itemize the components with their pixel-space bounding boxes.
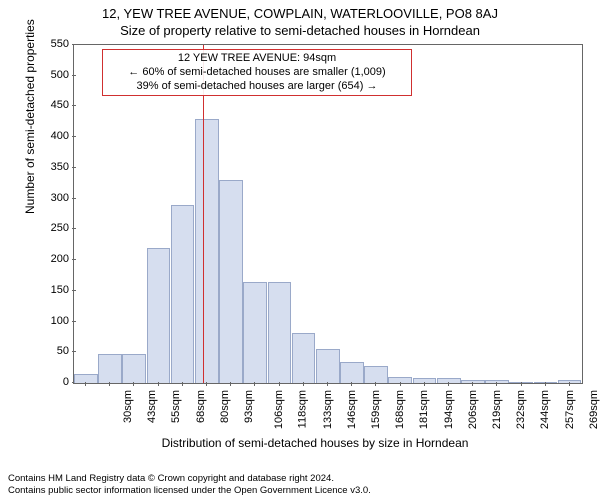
x-tick-mark (400, 382, 401, 386)
x-tick-label: 181sqm (419, 390, 431, 429)
histogram-bar (171, 205, 195, 383)
footer-line-1: Contains HM Land Registry data © Crown c… (8, 473, 371, 484)
y-tick-label: 0 (45, 376, 69, 388)
annotation-line-1: 12 YEW TREE AVENUE: 94sqm (109, 52, 405, 66)
histogram-bar (340, 362, 364, 384)
y-tick-label: 250 (45, 222, 69, 234)
x-tick-label: 43sqm (146, 390, 158, 423)
x-tick-mark (327, 382, 328, 386)
histogram-bar (292, 333, 316, 383)
y-tick-label: 100 (45, 315, 69, 327)
title-sub: Size of property relative to semi-detach… (0, 21, 600, 42)
x-tick-label: 206sqm (467, 390, 479, 429)
x-tick-mark (133, 382, 134, 386)
footer: Contains HM Land Registry data © Crown c… (8, 473, 371, 496)
y-tick-label: 300 (45, 192, 69, 204)
x-tick-label: 257sqm (564, 390, 576, 429)
y-axis-label: Number of semi-detached properties (23, 19, 37, 214)
chart-container: 12, YEW TREE AVENUE, COWPLAIN, WATERLOOV… (0, 0, 600, 500)
x-tick-mark (85, 382, 86, 386)
x-tick-mark (254, 382, 255, 386)
x-tick-label: 232sqm (515, 390, 527, 429)
histogram-bar (122, 354, 146, 383)
annotation-line-3: 39% of semi-detached houses are larger (… (109, 80, 405, 94)
x-tick-mark (569, 382, 570, 386)
histogram-bar (316, 349, 340, 383)
histogram-bar (243, 282, 267, 383)
y-tick-label: 450 (45, 99, 69, 111)
x-tick-label: 93sqm (243, 390, 255, 423)
x-tick-mark (230, 382, 231, 386)
x-tick-label: 244sqm (539, 390, 551, 429)
x-tick-mark (375, 382, 376, 386)
x-tick-label: 68sqm (195, 390, 207, 423)
x-tick-mark (279, 382, 280, 386)
x-tick-mark (206, 382, 207, 386)
y-tick-label: 200 (45, 253, 69, 265)
x-tick-mark (496, 382, 497, 386)
annotation-box: 12 YEW TREE AVENUE: 94sqm ← 60% of semi-… (102, 49, 412, 96)
title-main: 12, YEW TREE AVENUE, COWPLAIN, WATERLOOV… (0, 0, 600, 21)
x-tick-label: 118sqm (297, 390, 309, 428)
x-tick-label: 55sqm (171, 390, 183, 423)
x-tick-mark (351, 382, 352, 386)
x-tick-label: 269sqm (588, 390, 600, 429)
x-tick-label: 133sqm (322, 390, 334, 429)
x-tick-label: 168sqm (394, 390, 406, 429)
x-tick-label: 80sqm (219, 390, 231, 423)
x-tick-label: 106sqm (273, 390, 285, 429)
x-tick-mark (472, 382, 473, 386)
x-tick-mark (303, 382, 304, 386)
histogram-bar (147, 248, 171, 383)
x-tick-mark (424, 382, 425, 386)
y-tick-label: 350 (45, 161, 69, 173)
histogram-bar (98, 354, 122, 383)
x-tick-label: 30sqm (122, 390, 134, 423)
y-tick-label: 550 (45, 38, 69, 50)
histogram-bar (268, 282, 292, 383)
y-tick-label: 400 (45, 130, 69, 142)
histogram-bar (364, 366, 388, 383)
histogram-bar (219, 180, 243, 383)
footer-line-2: Contains public sector information licen… (8, 485, 371, 496)
x-tick-mark (158, 382, 159, 386)
x-tick-label: 194sqm (443, 390, 455, 429)
x-tick-mark (109, 382, 110, 386)
histogram-bar (195, 119, 219, 383)
x-tick-label: 146sqm (346, 390, 358, 429)
y-tick-label: 150 (45, 284, 69, 296)
x-tick-label: 219sqm (491, 390, 503, 429)
chart-wrap: Number of semi-detached properties 05010… (45, 44, 585, 424)
y-tick-label: 50 (45, 345, 69, 357)
x-tick-mark (182, 382, 183, 386)
x-tick-mark (448, 382, 449, 386)
x-tick-mark (545, 382, 546, 386)
y-tick-label: 500 (45, 69, 69, 81)
x-tick-mark (521, 382, 522, 386)
annotation-line-2: ← 60% of semi-detached houses are smalle… (109, 66, 405, 80)
plot-area: 12 YEW TREE AVENUE: 94sqm ← 60% of semi-… (73, 44, 583, 384)
x-axis-label: Distribution of semi-detached houses by … (45, 436, 585, 450)
x-tick-label: 159sqm (370, 390, 382, 429)
